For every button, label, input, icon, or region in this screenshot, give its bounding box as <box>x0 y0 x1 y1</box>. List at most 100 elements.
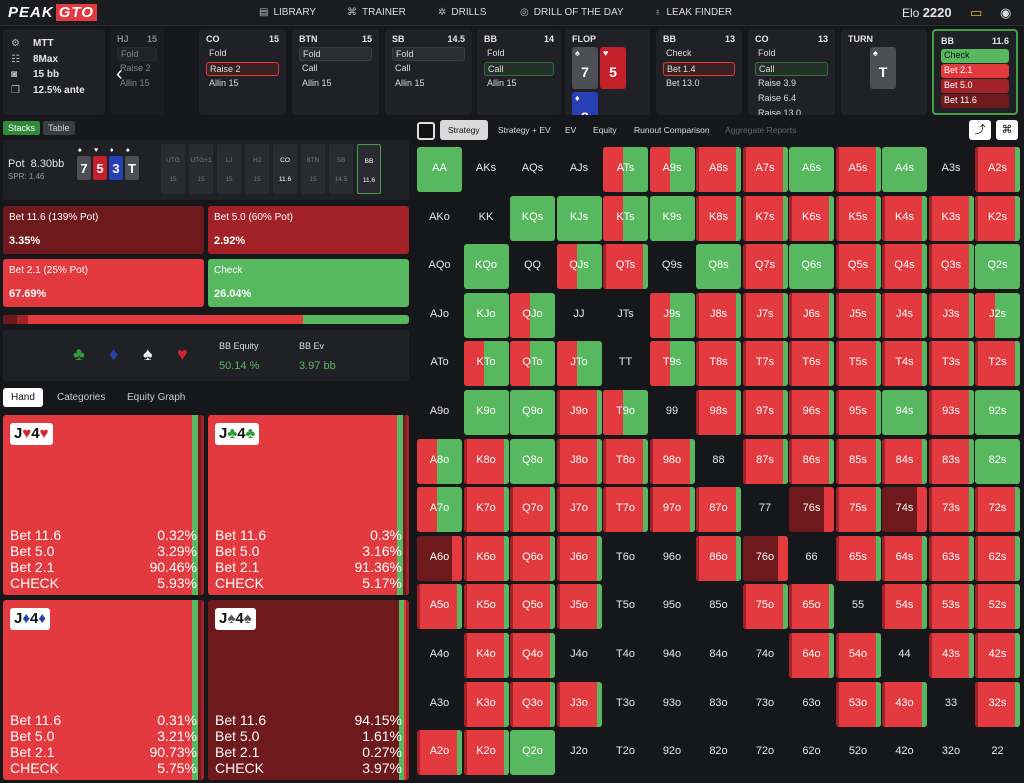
hand-cell-63s[interactable]: 63s <box>928 535 974 581</box>
hand-cell-k2o[interactable]: K2o <box>463 730 509 776</box>
hand-cell-a5s[interactable]: A5s <box>835 147 881 192</box>
hand-cell-ato[interactable]: ATo <box>417 341 462 386</box>
seat-hj[interactable]: HJ 15 <box>245 144 269 194</box>
hand-cell-q8s[interactable]: Q8s <box>696 244 741 290</box>
hand-card-4[interactable]: J♠4♠ Bet 11.6 94.15% Bet 5.0 1.61% Bet 2.1 0.2… <box>208 600 409 780</box>
hand-cell-94s[interactable]: 94s <box>882 390 927 435</box>
hand-card-2[interactable]: J♣4♣ Bet 11.6 0.3% Bet 5.0 3.16% Bet 2.1 91.36… <box>208 415 409 595</box>
hand-cell-52s[interactable]: 52s <box>975 584 1020 630</box>
action-option[interactable]: Allin 15 <box>302 78 332 88</box>
hand-cell-qts[interactable]: QTs <box>603 244 648 290</box>
hand-cell-j9o[interactable]: J9o <box>556 390 602 435</box>
hand-cell-73s[interactable]: 73s <box>928 487 974 533</box>
hand-cell-kto[interactable]: KTo <box>463 341 509 387</box>
hand-cell-86o[interactable]: 86o <box>696 535 741 581</box>
hand-cell-75s[interactable]: 75s <box>835 487 881 533</box>
hand-cell-k7s[interactable]: K7s <box>742 195 788 241</box>
action-option[interactable]: Check <box>941 49 1009 63</box>
action-option[interactable]: Raise 6.4 <box>758 93 797 103</box>
action-option[interactable]: Fold <box>117 47 157 61</box>
hand-cell-42s[interactable]: 42s <box>975 633 1020 678</box>
hand-cell-j4s[interactable]: J4s <box>882 292 927 338</box>
hand-cell-ajo[interactable]: AJo <box>417 293 462 338</box>
hand-cell-52o[interactable]: 52o <box>836 730 881 775</box>
nav-trainer[interactable]: ⌘ TRAINER <box>347 7 406 18</box>
hand-cell-54s[interactable]: 54s <box>882 584 927 630</box>
hand-cell-83s[interactable]: 83s <box>928 438 974 484</box>
heart-suit-filter[interactable]: ♥ <box>177 344 188 364</box>
position-card-flop[interactable]: FLOP♠7♥5♦3 <box>565 29 650 115</box>
tab-categories[interactable]: Categories <box>57 392 106 403</box>
hand-cell-k5s[interactable]: K5s <box>835 195 881 241</box>
hand-cell-t9s[interactable]: T9s <box>649 341 695 387</box>
hand-cell-a3o[interactable]: A3o <box>417 682 462 727</box>
logo[interactable]: PEAK GTO <box>8 4 97 21</box>
nav-drills[interactable]: ✲ DRILLS <box>438 7 486 18</box>
hand-cell-93o[interactable]: 93o <box>650 682 695 727</box>
action-option[interactable]: Bet 2.1 <box>941 64 1009 78</box>
hand-cell-t6o[interactable]: T6o <box>603 536 648 581</box>
action-summary-1[interactable]: Bet 11.6 (139% Pot) 3.35% <box>3 206 204 254</box>
hand-cell-82s[interactable]: 82s <box>975 438 1020 484</box>
hand-cell-44[interactable]: 44 <box>882 633 927 678</box>
hand-cell-k7o[interactable]: K7o <box>463 487 509 533</box>
hand-cell-aks[interactable]: AKs <box>464 147 509 192</box>
hand-cell-j3o[interactable]: J3o <box>556 681 602 727</box>
hand-cell-62s[interactable]: 62s <box>975 535 1020 581</box>
hand-cell-j7s[interactable]: J7s <box>742 292 788 338</box>
action-option[interactable]: Fold <box>299 47 372 61</box>
hand-cell-95o[interactable]: 95o <box>650 584 695 629</box>
hand-cell-42o[interactable]: 42o <box>882 730 927 775</box>
hand-cell-q9o[interactable]: Q9o <box>510 390 555 435</box>
action-option[interactable]: Call <box>395 63 411 73</box>
hand-cell-76s[interactable]: 76s <box>789 487 834 533</box>
seat-bb[interactable]: BB 11.6 <box>357 144 381 194</box>
position-card-sb[interactable]: SB 14.5 Fold Call Allin 15 <box>385 29 472 115</box>
seat-utg+1[interactable]: UTG+1 15 <box>189 144 213 194</box>
hand-cell-jto[interactable]: JTo <box>556 341 602 387</box>
feedback-icon[interactable]: ▭ <box>970 5 983 20</box>
hand-cell-72s[interactable]: 72s <box>975 487 1020 533</box>
hand-cell-kts[interactable]: KTs <box>603 195 648 241</box>
hand-cell-74s[interactable]: 74s <box>882 487 927 533</box>
hand-cell-q2s[interactable]: Q2s <box>975 244 1020 290</box>
hand-cell-kqs[interactable]: KQs <box>510 195 555 241</box>
hand-cell-j5s[interactable]: J5s <box>835 292 881 338</box>
hand-cell-j2o[interactable]: J2o <box>557 730 602 775</box>
hand-cell-q6o[interactable]: Q6o <box>510 535 555 581</box>
hand-cell-j9s[interactable]: J9s <box>649 292 695 338</box>
action-option[interactable]: Allin 15 <box>487 78 517 88</box>
hand-cell-55[interactable]: 55 <box>836 584 881 629</box>
hand-cell-22[interactable]: 22 <box>975 730 1020 775</box>
tab-hand[interactable]: Hand <box>3 388 43 407</box>
tab-runout-comparison[interactable]: Runout Comparison <box>634 125 710 135</box>
hand-cell-ats[interactable]: ATs <box>603 147 648 192</box>
hand-cell-k2s[interactable]: K2s <box>975 195 1020 241</box>
hand-cell-kqo[interactable]: KQo <box>463 244 509 290</box>
tab-stacks[interactable]: Stacks <box>3 121 41 135</box>
hand-cell-t3s[interactable]: T3s <box>928 341 974 387</box>
tab-equity[interactable]: Equity <box>593 125 617 135</box>
action-option[interactable]: Allin 15 <box>395 78 425 88</box>
hand-cell-jj[interactable]: JJ <box>557 293 602 338</box>
hand-cell-98s[interactable]: 98s <box>696 390 741 435</box>
hand-cell-ako[interactable]: AKo <box>417 196 462 241</box>
hand-cell-a7o[interactable]: A7o <box>417 487 462 533</box>
spade-suit-filter[interactable]: ♠ <box>143 344 153 364</box>
action-option[interactable]: Check <box>666 48 692 58</box>
hand-cell-a4s[interactable]: A4s <box>882 147 927 192</box>
position-card-bb[interactable]: BB 14 Fold Call Allin 15 <box>477 29 561 115</box>
hand-cell-q5s[interactable]: Q5s <box>835 244 881 290</box>
hand-cell-77[interactable]: 77 <box>743 487 788 532</box>
action-option[interactable]: Raise 2 <box>120 63 151 73</box>
hand-cell-43o[interactable]: 43o <box>882 681 927 727</box>
action-option[interactable]: Raise 3.9 <box>758 78 797 88</box>
club-suit-filter[interactable]: ♣ <box>73 344 85 364</box>
action-option[interactable]: Bet 5.0 <box>941 79 1009 93</box>
position-card-co[interactable]: CO 15 Fold Raise 2 Allin 15 <box>199 29 286 115</box>
action-option[interactable]: Bet 11.6 <box>941 94 1009 108</box>
hand-cell-aqo[interactable]: AQo <box>417 244 462 289</box>
nav-drill-of-the-day[interactable]: ◎ DRILL OF THE DAY <box>520 7 624 18</box>
hand-cell-95s[interactable]: 95s <box>835 390 881 435</box>
action-option[interactable]: Fold <box>209 48 227 58</box>
